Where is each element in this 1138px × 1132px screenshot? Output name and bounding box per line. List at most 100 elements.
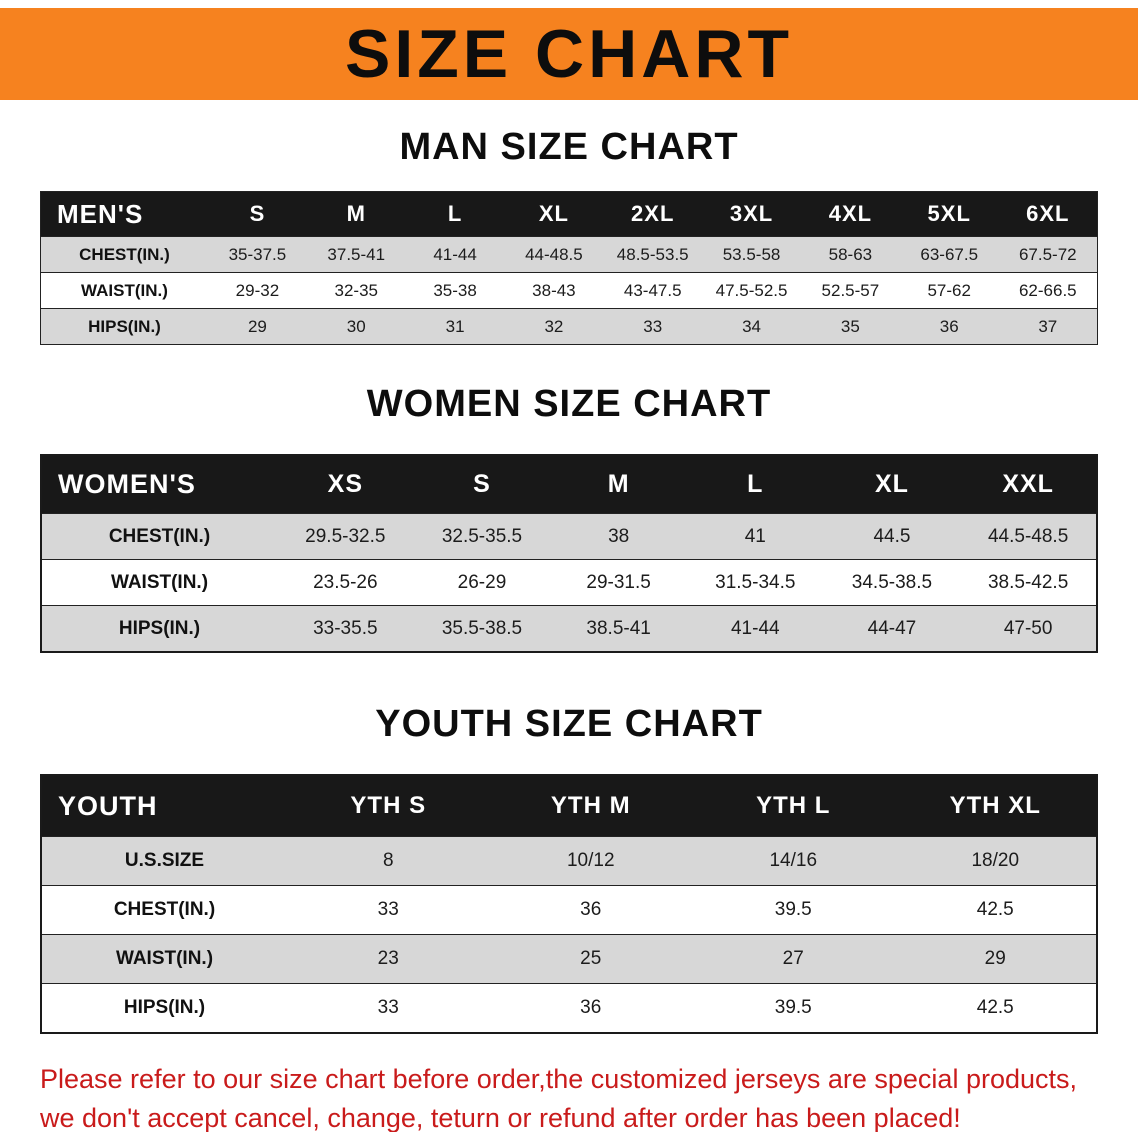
data-cell: 33 bbox=[603, 308, 703, 345]
data-cell: 53.5-58 bbox=[702, 236, 801, 273]
data-cell: 34 bbox=[702, 308, 801, 345]
data-cell: 42.5 bbox=[894, 885, 1097, 935]
data-cell: 35-37.5 bbox=[208, 236, 307, 273]
row-label-cell: WAIST(IN.) bbox=[40, 272, 208, 309]
data-cell: 29 bbox=[894, 934, 1097, 984]
data-cell: 29 bbox=[208, 308, 307, 345]
size-header-cell: L bbox=[686, 454, 824, 514]
size-header-cell: 2XL bbox=[603, 191, 703, 237]
data-cell: 27 bbox=[692, 934, 895, 984]
data-cell: 32 bbox=[504, 308, 604, 345]
table-header-row: YOUTH YTH S YTH M YTH L YTH XL bbox=[41, 774, 1097, 837]
data-cell: 33 bbox=[287, 983, 490, 1034]
row-label-cell: U.S.SIZE bbox=[41, 836, 287, 886]
data-cell: 47-50 bbox=[960, 605, 1097, 653]
table-row: HIPS(IN.) 33-35.5 35.5-38.5 38.5-41 41-44 44-… bbox=[41, 605, 1097, 653]
size-header-cell: YTH M bbox=[489, 774, 692, 837]
table-title-cell: YOUTH bbox=[41, 774, 287, 837]
data-cell: 31 bbox=[405, 308, 505, 345]
row-label-cell: CHEST(IN.) bbox=[41, 513, 277, 560]
size-header-cell: M bbox=[550, 454, 687, 514]
table-row: WAIST(IN.) 29-32 32-35 35-38 38-43 43-47.5 47.… bbox=[40, 272, 1098, 309]
data-cell: 36 bbox=[489, 983, 692, 1034]
data-cell: 23.5-26 bbox=[277, 559, 414, 606]
disclaimer-note: Please refer to our size chart before or… bbox=[40, 1060, 1098, 1132]
data-cell: 44-47 bbox=[823, 605, 961, 653]
size-header-cell: XL bbox=[504, 191, 604, 237]
data-cell: 44.5-48.5 bbox=[960, 513, 1097, 560]
data-cell: 41 bbox=[686, 513, 824, 560]
disclaimer-line-1: Please refer to our size chart before or… bbox=[40, 1064, 1078, 1094]
size-header-cell: S bbox=[413, 454, 551, 514]
data-cell: 35-38 bbox=[405, 272, 505, 309]
size-header-cell: S bbox=[208, 191, 307, 237]
row-label-cell: HIPS(IN.) bbox=[41, 983, 287, 1034]
youth-size-table: YOUTH YTH S YTH M YTH L YTH XL U.S.SIZE 8 10/12… bbox=[40, 774, 1098, 1034]
data-cell: 38.5-42.5 bbox=[960, 559, 1097, 606]
table-row: HIPS(IN.) 33 36 39.5 42.5 bbox=[41, 983, 1097, 1034]
size-header-cell: M bbox=[306, 191, 406, 237]
data-cell: 62-66.5 bbox=[998, 272, 1098, 309]
data-cell: 33 bbox=[287, 885, 490, 935]
table-title-cell: MEN'S bbox=[40, 191, 208, 237]
data-cell: 8 bbox=[287, 836, 490, 886]
data-cell: 29-32 bbox=[208, 272, 307, 309]
size-header-cell: YTH XL bbox=[894, 774, 1097, 837]
size-header-cell: XS bbox=[277, 454, 414, 514]
row-label-cell: CHEST(IN.) bbox=[41, 885, 287, 935]
data-cell: 30 bbox=[306, 308, 406, 345]
data-cell: 67.5-72 bbox=[998, 236, 1098, 273]
table-header-row: MEN'S S M L XL 2XL 3XL 4XL 5XL 6XL bbox=[40, 191, 1098, 237]
table-title-cell: WOMEN'S bbox=[41, 454, 277, 514]
table-row: CHEST(IN.) 29.5-32.5 32.5-35.5 38 41 44.5 44.5… bbox=[41, 513, 1097, 560]
table-row: CHEST(IN.) 33 36 39.5 42.5 bbox=[41, 885, 1097, 935]
women-section-heading: WOMEN SIZE CHART bbox=[366, 383, 772, 425]
men-size-table: MEN'S S M L XL 2XL 3XL 4XL 5XL 6XL CHEST(IN.) 35-37… bbox=[40, 191, 1098, 345]
data-cell: 18/20 bbox=[894, 836, 1097, 886]
table-row: WAIST(IN.) 23.5-26 26-29 29-31.5 31.5-34.5 34… bbox=[41, 559, 1097, 606]
data-cell: 35.5-38.5 bbox=[413, 605, 551, 653]
data-cell: 32.5-35.5 bbox=[413, 513, 551, 560]
size-header-cell: 4XL bbox=[800, 191, 900, 237]
data-cell: 52.5-57 bbox=[800, 272, 900, 309]
data-cell: 63-67.5 bbox=[899, 236, 999, 273]
row-label-cell: CHEST(IN.) bbox=[40, 236, 208, 273]
row-label-cell: HIPS(IN.) bbox=[41, 605, 277, 653]
data-cell: 38.5-41 bbox=[550, 605, 687, 653]
data-cell: 25 bbox=[489, 934, 692, 984]
data-cell: 37 bbox=[998, 308, 1098, 345]
row-label-cell: HIPS(IN.) bbox=[40, 308, 208, 345]
disclaimer-line-2: we don't accept cancel, change, teturn o… bbox=[40, 1103, 961, 1132]
size-header-cell: XXL bbox=[960, 454, 1097, 514]
men-section-heading: MAN SIZE CHART bbox=[399, 126, 739, 168]
data-cell: 29-31.5 bbox=[550, 559, 687, 606]
data-cell: 14/16 bbox=[692, 836, 895, 886]
data-cell: 23 bbox=[287, 934, 490, 984]
size-header-cell: 6XL bbox=[998, 191, 1098, 237]
data-cell: 31.5-34.5 bbox=[686, 559, 824, 606]
page-title: SIZE CHART bbox=[345, 16, 793, 92]
data-cell: 39.5 bbox=[692, 885, 895, 935]
data-cell: 41-44 bbox=[405, 236, 505, 273]
data-cell: 33-35.5 bbox=[277, 605, 414, 653]
row-label-cell: WAIST(IN.) bbox=[41, 934, 287, 984]
data-cell: 36 bbox=[489, 885, 692, 935]
data-cell: 29.5-32.5 bbox=[277, 513, 414, 560]
data-cell: 58-63 bbox=[800, 236, 900, 273]
data-cell: 42.5 bbox=[894, 983, 1097, 1034]
youth-section-heading: YOUTH SIZE CHART bbox=[375, 703, 763, 745]
size-header-cell: YTH L bbox=[692, 774, 895, 837]
data-cell: 47.5-52.5 bbox=[702, 272, 801, 309]
data-cell: 41-44 bbox=[686, 605, 824, 653]
data-cell: 57-62 bbox=[899, 272, 999, 309]
banner: SIZE CHART bbox=[0, 8, 1138, 100]
data-cell: 38 bbox=[550, 513, 687, 560]
data-cell: 44-48.5 bbox=[504, 236, 604, 273]
size-header-cell: XL bbox=[823, 454, 961, 514]
size-header-cell: 5XL bbox=[899, 191, 999, 237]
women-size-table: WOMEN'S XS S M L XL XXL CHEST(IN.) 29.5-32.5 32.5… bbox=[40, 454, 1098, 653]
table-row: U.S.SIZE 8 10/12 14/16 18/20 bbox=[41, 836, 1097, 886]
data-cell: 35 bbox=[800, 308, 900, 345]
data-cell: 36 bbox=[899, 308, 999, 345]
